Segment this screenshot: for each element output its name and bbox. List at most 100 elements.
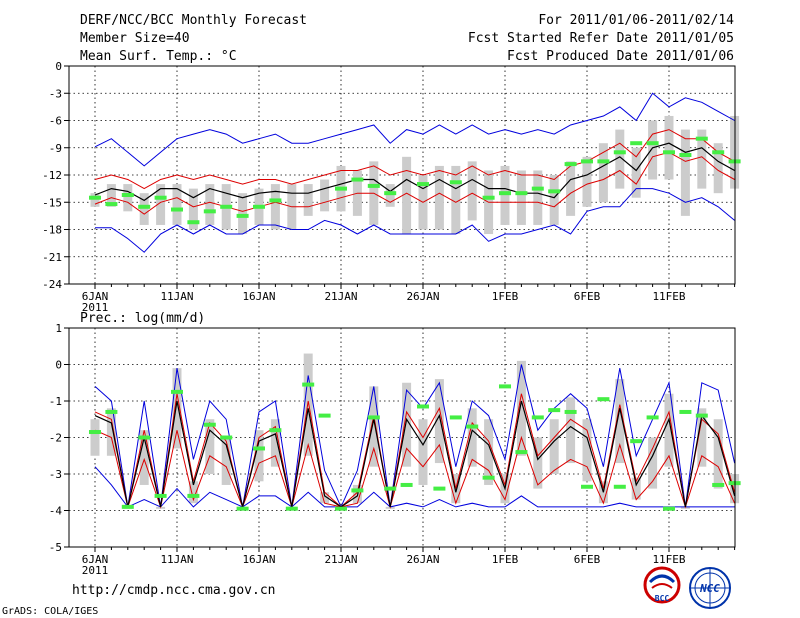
- prec-observed-marker: [712, 482, 725, 487]
- forecast-period: For 2011/01/06-2011/02/14: [538, 13, 734, 28]
- variable-label: Mean Surf. Temp.: °C: [80, 49, 237, 64]
- temp-spread-box: [566, 161, 576, 216]
- temp-observed-marker: [548, 189, 561, 194]
- prec-spread-box: [434, 379, 444, 464]
- prec-observed-marker: [318, 413, 331, 418]
- prec-observed-marker: [581, 484, 593, 489]
- bcc-logo: BCC: [643, 566, 681, 604]
- temp-observed-marker: [482, 195, 495, 200]
- temp-spread-box: [598, 143, 608, 203]
- temp-observed-marker: [138, 204, 151, 209]
- prec-observed-marker: [302, 382, 315, 387]
- prec-observed-marker: [597, 397, 610, 402]
- prec-observed-marker: [236, 506, 249, 511]
- prec-observed-marker: [646, 415, 659, 420]
- temp-observed-marker: [515, 191, 528, 196]
- temp-spread-box: [533, 170, 543, 225]
- prec-spread-box: [582, 419, 592, 482]
- temp-spread-box: [467, 161, 477, 221]
- temp-spread-box: [648, 120, 658, 180]
- prec-observed-marker: [499, 384, 511, 389]
- temp-ytick-label: -6: [49, 115, 62, 128]
- temp-observed-marker: [154, 195, 167, 200]
- prec-observed-marker: [531, 415, 544, 420]
- prec-spread-box: [713, 419, 723, 489]
- prec-observed-marker: [367, 415, 380, 420]
- source-url: http://cmdp.ncc.cma.gov.cn: [72, 583, 276, 598]
- temp-ytick-label: -15: [42, 196, 62, 209]
- prec-observed-marker: [630, 439, 643, 444]
- prec-observed-marker: [203, 422, 216, 427]
- prec-observed-marker: [613, 484, 626, 489]
- prec-ytick-label: -3: [49, 468, 62, 481]
- prec-spread-box: [106, 408, 116, 456]
- prec-spread-box: [697, 408, 707, 467]
- ncc-logo-text: NCC: [699, 582, 720, 595]
- temp-ytick-label: -18: [42, 224, 62, 237]
- temp-spread-box: [172, 184, 182, 225]
- temp-observed-marker: [105, 202, 118, 207]
- temp-observed-marker: [581, 159, 593, 164]
- temp-xtick-label: 6FEB: [574, 290, 601, 303]
- prec-observed-marker: [154, 493, 167, 498]
- temp-observed-marker: [564, 162, 577, 167]
- prec-spread-box: [205, 419, 215, 474]
- precip-subtitle: Prec.: log(mm/d): [80, 311, 205, 326]
- prec-xtick-label: 11FEB: [652, 553, 685, 566]
- bcc-logo-text: BCC: [655, 594, 670, 603]
- temp-spread-box: [713, 143, 723, 194]
- prec-observed-marker: [433, 486, 446, 491]
- temp-xtick-label: 26JAN: [406, 290, 439, 303]
- prec-observed-marker: [138, 435, 151, 440]
- temp-min-line: [95, 188, 735, 253]
- prec-ytick-label: -4: [49, 505, 63, 518]
- temp-spread-box: [238, 193, 248, 235]
- temp-spread-box: [156, 184, 166, 225]
- prec-observed-marker: [663, 506, 675, 511]
- prec-xtick-label: 11JAN: [160, 553, 193, 566]
- temp-spread-box: [582, 156, 592, 207]
- prec-observed-marker: [400, 482, 413, 487]
- chart-title: DERF/NCC/BCC Monthly Forecast: [80, 13, 307, 28]
- temp-observed-marker: [499, 191, 511, 196]
- temp-spread-box: [139, 193, 149, 225]
- prec-spread-box: [648, 437, 658, 489]
- temp-ytick-label: -3: [49, 87, 62, 100]
- prec-spread-box: [418, 419, 428, 485]
- prec-observed-marker: [564, 409, 577, 414]
- temp-spread-box: [664, 115, 674, 180]
- temp-ytick-label: 0: [55, 60, 62, 73]
- temp-observed-marker: [613, 150, 626, 155]
- prec-spread-box: [549, 419, 559, 474]
- prec-spread-box: [188, 481, 198, 504]
- prec-spread-box: [516, 360, 526, 456]
- temp-xtick-label: 16JAN: [242, 290, 275, 303]
- temp-ytick-label: -12: [42, 169, 62, 182]
- temp-observed-marker: [187, 220, 200, 225]
- prec-xtick-label: 6FEB: [574, 553, 601, 566]
- temp-observed-marker: [351, 177, 364, 182]
- prec-observed-marker: [679, 409, 692, 414]
- prec-ytick-label: 1: [55, 322, 62, 335]
- member-size: Member Size=40: [80, 31, 190, 46]
- temp-observed-marker: [269, 198, 282, 203]
- temp-xtick-label: 11JAN: [160, 290, 193, 303]
- prec-ytick-label: -1: [49, 395, 62, 408]
- prec-observed-marker: [187, 493, 200, 498]
- prec-observed-marker: [466, 424, 479, 429]
- temp-observed-marker: [597, 159, 610, 164]
- prec-q25-line: [94, 429, 736, 509]
- prec-spread-box: [254, 430, 264, 482]
- temp-q25-line: [94, 151, 735, 215]
- prec-observed-marker: [253, 446, 265, 451]
- prec-observed-marker: [269, 428, 282, 433]
- prec-ytick-label: -5: [49, 541, 62, 554]
- prec-spread-box: [320, 492, 330, 504]
- temp-xtick-label: 21JAN: [324, 290, 357, 303]
- prec-spread-box: [631, 477, 641, 500]
- temp-spread-box: [90, 193, 100, 207]
- temp-spread-box: [451, 165, 461, 235]
- prec-xtick-label: 26JAN: [406, 553, 439, 566]
- temp-xtick-label: 6JAN: [82, 290, 109, 303]
